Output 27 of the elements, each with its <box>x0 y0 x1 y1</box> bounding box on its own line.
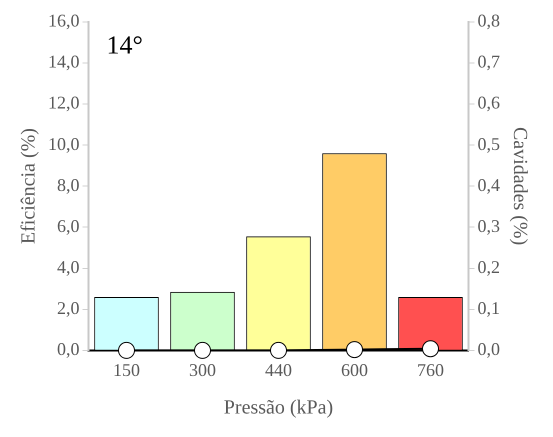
y-axis-title: Eficiência (%) <box>17 128 40 244</box>
x-axis-title: Pressão (kPa) <box>224 396 334 418</box>
x-tick-label: 150 <box>113 360 140 380</box>
y2-tick-label: 0,3 <box>478 216 500 236</box>
y2-tick-label: 0,0 <box>478 339 500 360</box>
y-tick-label: 2,0 <box>57 298 80 318</box>
y-tick-label: 4,0 <box>57 256 80 277</box>
y2-axis-title: Cavidades (%) <box>508 126 531 246</box>
x-tick-label: 600 <box>341 360 368 380</box>
annotation: 14° <box>106 30 143 60</box>
x-tick-label: 760 <box>417 360 444 380</box>
y-tick-label: 10,0 <box>48 134 80 154</box>
y-tick-label: 12,0 <box>48 92 80 113</box>
y2-tick-label: 0,2 <box>478 256 500 277</box>
y2-tick-label: 0,5 <box>478 134 500 154</box>
y2-tick-label: 0,8 <box>478 10 500 31</box>
x-tick-label: 300 <box>189 360 216 380</box>
y2-tick-label: 0,7 <box>478 52 500 72</box>
y-tick-label: 6,0 <box>57 216 80 236</box>
y2-tick-label: 0,4 <box>478 174 500 195</box>
y-tick-label: 0,0 <box>57 339 80 360</box>
x-tick-label: 440 <box>265 360 292 380</box>
y-tick-label: 14,0 <box>48 52 80 72</box>
y2-tick-label: 0,1 <box>478 298 500 318</box>
y-tick-label: 16,0 <box>48 10 80 31</box>
y-tick-label: 8,0 <box>57 174 80 195</box>
y2-tick-label: 0,6 <box>478 92 500 113</box>
